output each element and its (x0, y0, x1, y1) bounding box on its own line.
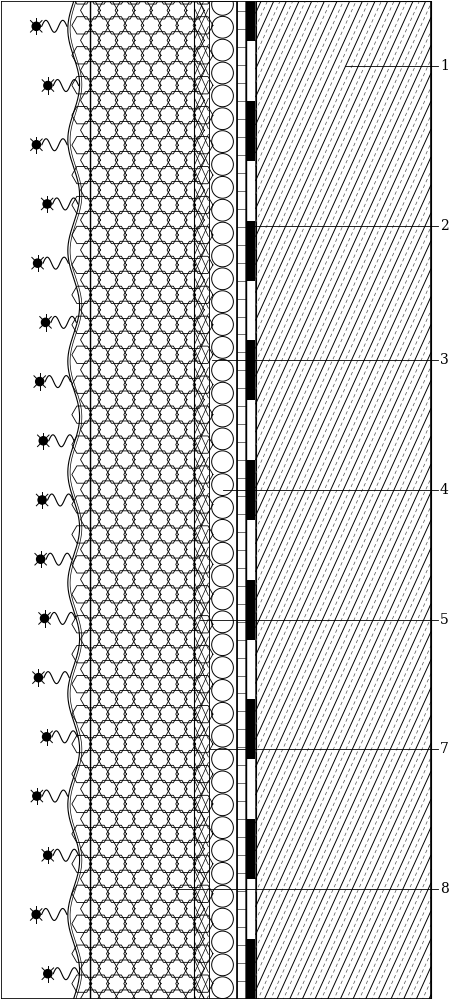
Bar (91, 1, 193, 999)
Bar (246, 460, 255, 520)
Text: 5: 5 (440, 613, 449, 627)
Bar (246, 400, 255, 460)
Bar (246, 1, 255, 41)
Ellipse shape (40, 614, 49, 623)
Bar (246, 939, 255, 999)
Ellipse shape (35, 377, 44, 386)
Bar (246, 879, 255, 939)
Bar (246, 161, 255, 221)
Bar (246, 281, 255, 340)
Ellipse shape (36, 555, 45, 563)
Bar (246, 520, 255, 580)
Bar (246, 41, 255, 101)
Ellipse shape (42, 733, 51, 741)
Ellipse shape (44, 970, 52, 978)
Text: 7: 7 (440, 742, 449, 756)
Text: 2: 2 (440, 219, 449, 233)
Bar (237, 1, 246, 999)
Bar (246, 759, 255, 819)
Bar (246, 580, 255, 640)
Bar (246, 699, 255, 759)
Bar (1, 1, 90, 999)
Ellipse shape (34, 259, 42, 267)
Bar (256, 1, 431, 999)
Bar (246, 819, 255, 879)
Ellipse shape (35, 674, 42, 682)
Ellipse shape (32, 141, 40, 149)
Text: 8: 8 (440, 882, 449, 896)
Bar (246, 1, 255, 999)
Ellipse shape (39, 437, 47, 445)
Ellipse shape (38, 496, 46, 504)
Ellipse shape (33, 792, 41, 800)
Bar (246, 340, 255, 400)
Ellipse shape (32, 910, 40, 919)
Ellipse shape (43, 200, 51, 208)
Text: 3: 3 (440, 353, 449, 367)
Ellipse shape (32, 22, 40, 30)
Bar (246, 640, 255, 699)
Bar (246, 221, 255, 281)
Bar (209, 1, 236, 999)
Ellipse shape (44, 81, 52, 90)
Ellipse shape (44, 851, 52, 859)
Bar (246, 101, 255, 161)
Text: 4: 4 (440, 483, 449, 497)
Bar (194, 1, 208, 999)
Text: 1: 1 (440, 59, 449, 73)
Ellipse shape (41, 318, 50, 326)
